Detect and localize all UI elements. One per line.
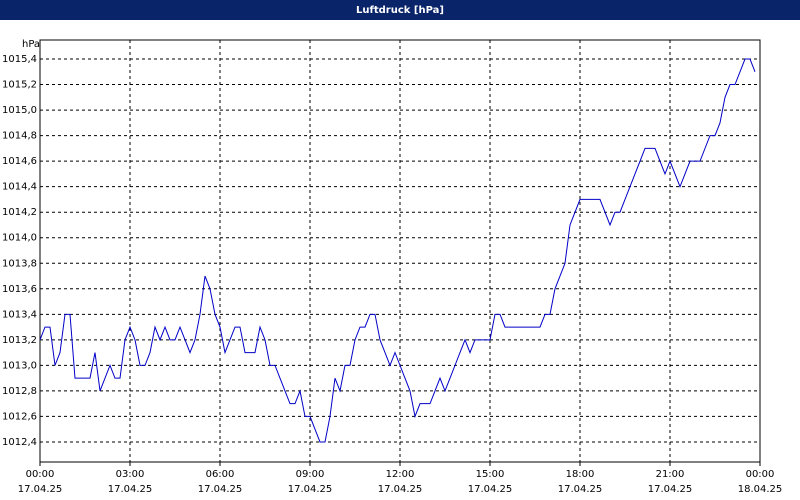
y-tick-label: 1015,0 [2,105,37,116]
x-tick-label: 15:00 [476,469,505,480]
chart-title: Luftdruck [hPa] [356,5,444,16]
x-tick-date: 17.04.25 [198,484,243,495]
y-tick-label: 1014,8 [2,131,37,142]
x-tick-date: 17.04.25 [288,484,333,495]
x-tick-date: 17.04.25 [468,484,513,495]
data-line [39,58,756,443]
y-tick-label: 1012,8 [2,386,37,397]
x-tick-label: 18:00 [566,469,595,480]
y-tick-label: 1012,4 [2,437,37,448]
y-tick-label: 1013,8 [2,258,37,269]
y-tick-label: 1015,2 [2,80,37,91]
y-tick-label: 1013,0 [2,360,37,371]
x-tick-label: 06:00 [206,469,235,480]
y-tick-label: 1014,2 [2,207,37,218]
x-tick-label: 12:00 [386,469,415,480]
y-tick-label: 1014,6 [2,156,37,167]
y-tick-label: 1013,4 [2,309,37,320]
y-axis-unit: hPa [22,39,40,50]
x-tick-date: 18.04.25 [738,484,783,495]
x-tick-date: 17.04.25 [648,484,693,495]
x-tick-label: 00:00 [26,469,55,480]
x-tick-date: 17.04.25 [378,484,423,495]
x-tick-label: 00:00 [746,469,775,480]
y-tick-label: 1014,4 [2,182,37,193]
x-tick-date: 17.04.25 [108,484,153,495]
x-tick-date: 17.04.25 [558,484,603,495]
x-tick-label: 21:00 [656,469,685,480]
y-tick-label: 1013,2 [2,335,37,346]
y-tick-label: 1013,6 [2,284,37,295]
y-tick-label: 1014,0 [2,233,37,244]
title-bar [0,0,800,20]
y-tick-label: 1012,6 [2,411,37,422]
x-tick-date: 17.04.25 [18,484,63,495]
x-tick-label: 03:00 [116,469,145,480]
plot-frame [39,39,761,463]
y-tick-label: 1015,4 [2,54,37,65]
x-tick-label: 09:00 [296,469,325,480]
